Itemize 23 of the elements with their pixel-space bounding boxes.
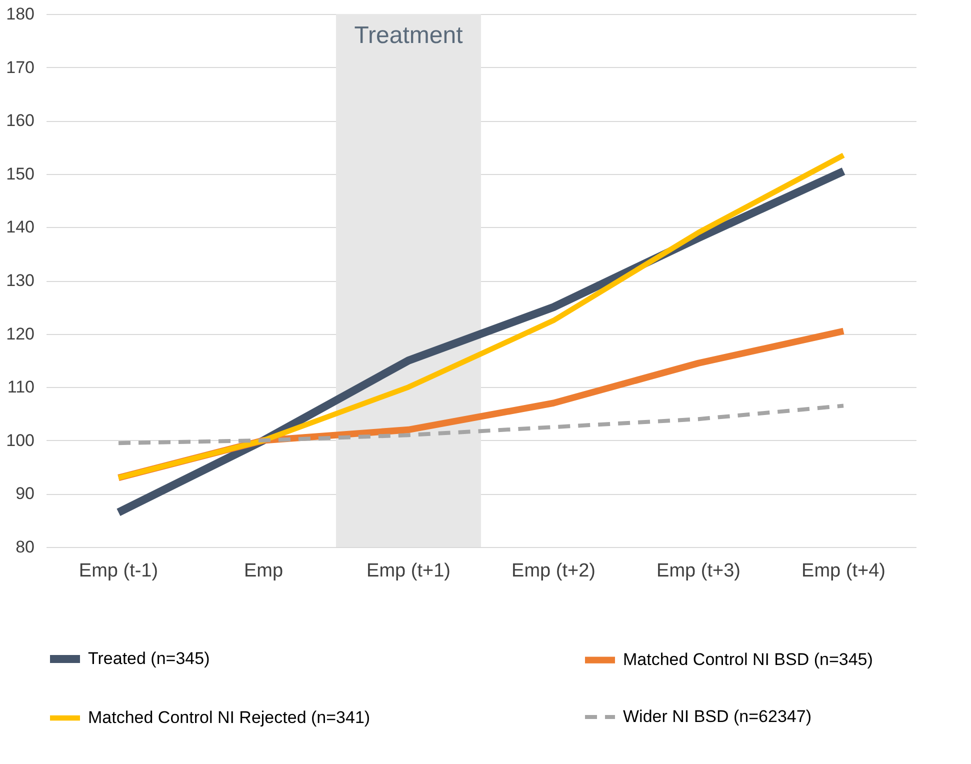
x-tick-label: Emp (t+4) bbox=[802, 560, 886, 582]
x-tick-label: Emp bbox=[244, 560, 284, 582]
y-tick-label: 80 bbox=[16, 538, 34, 556]
y-tick-label: 150 bbox=[6, 164, 34, 184]
legend-label: Matched Control NI BSD (n=345) bbox=[623, 650, 873, 670]
x-tick-label: Emp (t+3) bbox=[656, 560, 740, 582]
y-tick-label: 170 bbox=[6, 58, 34, 77]
x-tick-label: Emp (t-1) bbox=[78, 560, 158, 582]
legend-label: Wider NI BSD (n=62347) bbox=[623, 707, 812, 726]
line-series bbox=[116, 404, 846, 446]
y-tick-label: 100 bbox=[6, 430, 34, 450]
y-tick-label: 130 bbox=[6, 271, 34, 290]
x-tick-label: Emp (t+2) bbox=[512, 560, 596, 582]
y-tick-label: 90 bbox=[16, 484, 34, 504]
legend-label: Matched Control NI Rejected (n=341) bbox=[88, 708, 370, 727]
y-tick-label: 110 bbox=[7, 378, 34, 397]
x-tick-label: Emp (t+1) bbox=[366, 560, 450, 582]
y-tick-label: 180 bbox=[6, 4, 34, 24]
y-tick-label: 140 bbox=[6, 218, 34, 237]
y-tick-label: 120 bbox=[6, 324, 34, 344]
band-label: Treatment bbox=[354, 22, 464, 49]
legend-label: Treated (n=345) bbox=[88, 649, 210, 668]
y-tick-label: 160 bbox=[6, 111, 34, 130]
